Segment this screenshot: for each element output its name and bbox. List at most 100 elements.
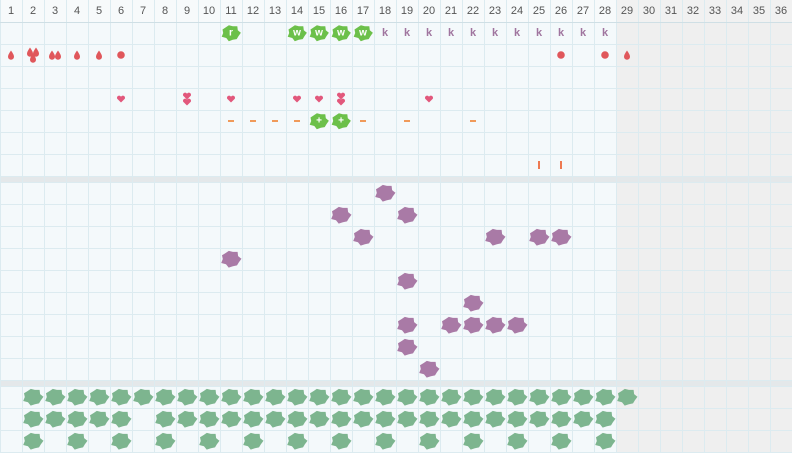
dash	[470, 120, 476, 122]
habit-blob	[419, 410, 440, 428]
badge-text: +	[338, 116, 344, 127]
habit-blob	[287, 388, 308, 406]
heart	[182, 92, 192, 100]
habit-blob	[111, 388, 132, 406]
day-label: 7	[140, 5, 146, 17]
habit-blob	[133, 388, 154, 406]
habit-blob	[111, 410, 132, 428]
badge-text: w	[336, 28, 345, 39]
dash	[404, 120, 410, 122]
habit-blob	[595, 410, 616, 428]
letter-mark: k	[558, 27, 565, 39]
habit-blob	[595, 388, 616, 406]
drop	[95, 50, 103, 60]
habit-blob	[551, 410, 572, 428]
habit-blob	[375, 432, 396, 450]
habit-blob	[375, 410, 396, 428]
habit-blob	[199, 388, 220, 406]
drop	[623, 50, 631, 60]
habit-blob	[485, 228, 506, 246]
habit-blob	[89, 388, 110, 406]
habit-blob	[243, 432, 264, 450]
letter-mark: k	[448, 27, 455, 39]
drop	[73, 50, 81, 60]
habit-blob	[573, 410, 594, 428]
habit-blob	[529, 410, 550, 428]
habit-blob	[265, 388, 286, 406]
dot	[557, 51, 565, 59]
day-label: 6	[118, 5, 124, 17]
day-label: 5	[96, 5, 102, 17]
day-label: 16	[335, 5, 347, 17]
habit-blob	[397, 206, 418, 224]
habit-blob	[463, 410, 484, 428]
drop	[29, 53, 37, 63]
habit-blob	[551, 228, 572, 246]
day-label: 36	[775, 5, 787, 17]
habit-blob	[397, 338, 418, 356]
habit-blob	[397, 410, 418, 428]
habit-blob	[111, 432, 132, 450]
habit-blob	[507, 432, 528, 450]
habit-blob	[441, 316, 462, 334]
letter-mark: k	[536, 27, 543, 39]
badge-text: w	[292, 28, 301, 39]
badge-text: r	[229, 28, 233, 39]
habit-blob	[287, 432, 308, 450]
day-label: 2	[30, 5, 36, 17]
habit-blob	[419, 360, 440, 378]
day-label: 26	[555, 5, 567, 17]
dash	[272, 120, 278, 122]
letter-mark: k	[514, 27, 521, 39]
habit-blob	[45, 410, 66, 428]
habit-blob	[155, 410, 176, 428]
bar	[560, 161, 562, 169]
day-label: 18	[379, 5, 391, 17]
day-label: 10	[203, 5, 215, 17]
habit-blob	[485, 410, 506, 428]
badge	[287, 25, 308, 42]
dash	[250, 120, 256, 122]
habit-blob	[243, 410, 264, 428]
dash	[360, 120, 366, 122]
heart	[182, 98, 192, 106]
habit-blob	[353, 410, 374, 428]
habit-blob	[463, 316, 484, 334]
habit-blob	[595, 432, 616, 450]
drop	[26, 47, 34, 57]
habit-blob	[397, 272, 418, 290]
letter-mark: k	[404, 27, 411, 39]
day-label: 11	[225, 5, 236, 17]
habit-blob	[397, 388, 418, 406]
day-label: 33	[709, 5, 721, 17]
day-label: 31	[665, 5, 677, 17]
badge-text: +	[316, 116, 322, 127]
habit-blob	[89, 410, 110, 428]
habit-blob	[529, 228, 550, 246]
dash	[294, 120, 300, 122]
day-label: 30	[643, 5, 655, 17]
habit-blob	[199, 410, 220, 428]
day-label: 12	[247, 5, 259, 17]
badge	[331, 113, 352, 130]
letter-mark: k	[602, 27, 609, 39]
habit-blob	[331, 206, 352, 224]
habit-blob	[353, 228, 374, 246]
habit-blob	[441, 388, 462, 406]
dot	[601, 51, 609, 59]
habit-blob	[529, 388, 550, 406]
heart	[314, 95, 324, 103]
letter-mark: k	[580, 27, 587, 39]
habit-blob	[551, 388, 572, 406]
day-label: 8	[162, 5, 168, 17]
day-label: 35	[753, 5, 765, 17]
habit-blob	[287, 410, 308, 428]
letter-mark: k	[382, 27, 389, 39]
badge	[331, 25, 352, 42]
habit-blob	[45, 388, 66, 406]
drop	[48, 50, 56, 60]
day-label: 32	[687, 5, 699, 17]
habit-blob	[155, 388, 176, 406]
habit-blob	[507, 388, 528, 406]
day-label: 17	[357, 5, 369, 17]
